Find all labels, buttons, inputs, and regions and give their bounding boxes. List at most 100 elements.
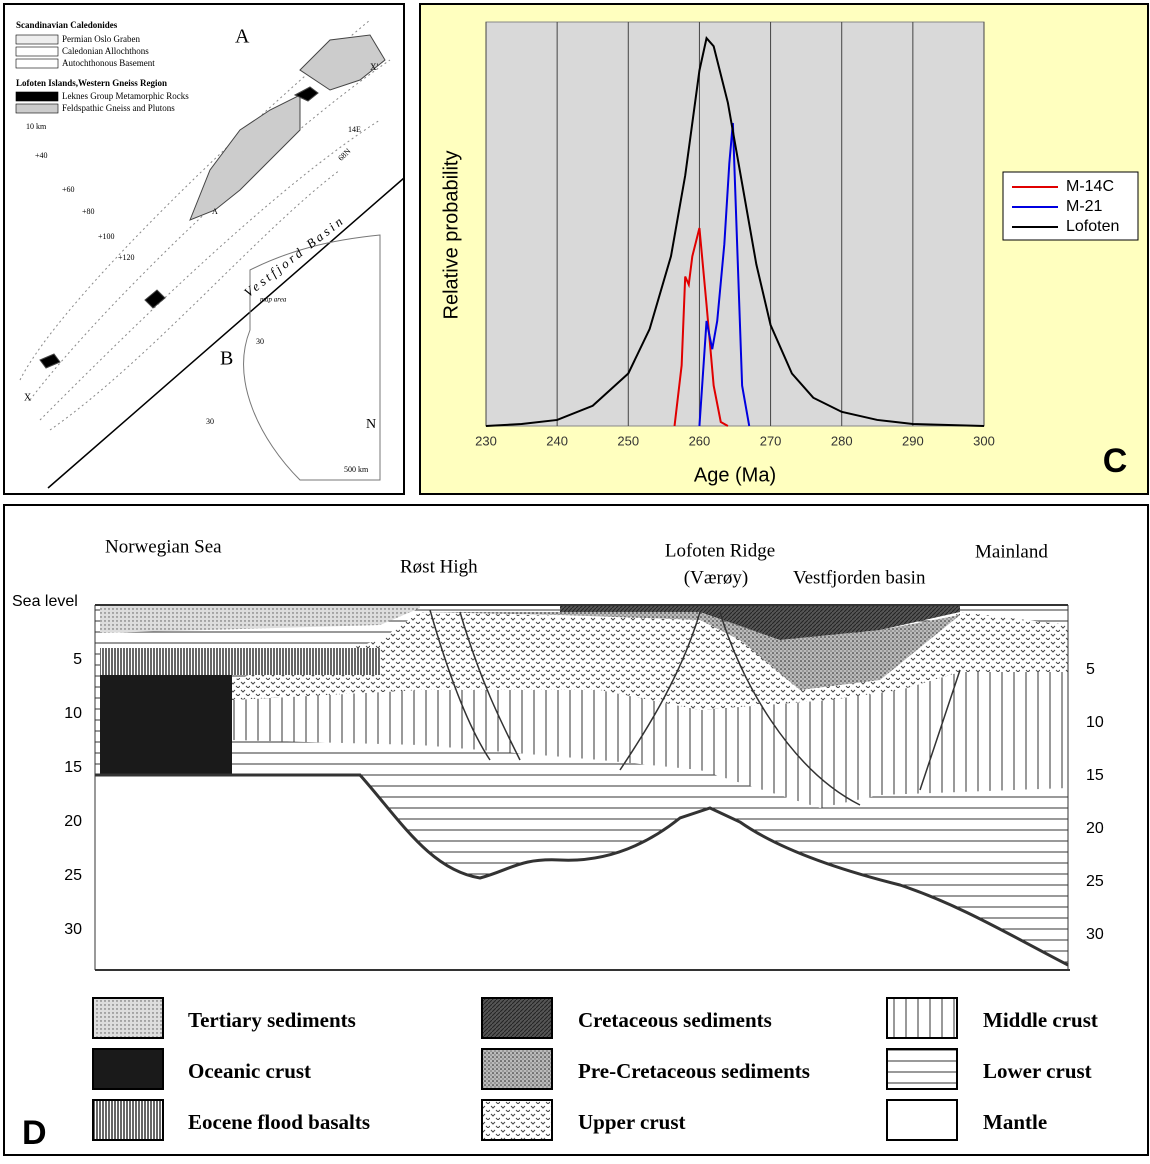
map-panel: Scandinavian Caledonides Permian Oslo Gr… <box>3 3 405 495</box>
sea-level-label: Sea level <box>12 593 78 610</box>
legend-label: Middle crust <box>983 1008 1098 1032</box>
legend-label: Lofoten <box>1066 218 1119 235</box>
series-line <box>485 36 985 427</box>
place-label: (Værøy) <box>684 567 748 588</box>
x-tick-label: 290 <box>902 433 924 448</box>
legend-label: Lower crust <box>983 1059 1092 1083</box>
legend-label: M-14C <box>1066 178 1114 195</box>
x-tick-label: 240 <box>546 433 568 448</box>
panel-label: D <box>22 1114 47 1152</box>
map-legend-item: Leknes Group Metamorphic Rocks <box>62 91 189 101</box>
depth-label: 10 <box>64 705 82 722</box>
legend-label: Eocene flood basalts <box>188 1110 370 1134</box>
panel-label: A <box>235 26 250 48</box>
legend-swatch <box>481 1099 553 1141</box>
place-label: Røst High <box>400 556 478 577</box>
north-label: N <box>366 417 376 432</box>
moho <box>95 773 1069 967</box>
map-legend-item: Permian Oslo Graben <box>62 34 140 44</box>
contour-label: +40 <box>35 151 48 160</box>
x-tick-label: 280 <box>831 433 853 448</box>
place-label: Norwegian Sea <box>105 536 222 557</box>
legend-label: Pre-Cretaceous sediments <box>578 1059 810 1083</box>
map-label: X <box>24 392 32 403</box>
contour-label: +120 <box>118 253 135 262</box>
map-label: A <box>212 207 218 216</box>
legend-swatch <box>481 1048 553 1090</box>
contour-label: +80 <box>82 207 95 216</box>
depth-label: 30 <box>256 337 264 346</box>
tertiary <box>100 605 420 633</box>
series-line <box>698 122 751 427</box>
cretaceous <box>560 606 960 640</box>
depth-label: 10 <box>1086 714 1104 731</box>
legend-label: Upper crust <box>578 1110 686 1134</box>
middle-crust <box>232 672 1068 808</box>
pre-cretaceous <box>420 612 960 690</box>
depth-label: 30 <box>206 417 214 426</box>
legend-label: Cretaceous sediments <box>578 1008 772 1032</box>
upper-crust <box>232 612 1068 710</box>
legend-swatch <box>92 1099 164 1141</box>
depth-label: 15 <box>1086 767 1104 784</box>
map-label: map area <box>260 296 287 304</box>
depth-label: 25 <box>1086 873 1104 890</box>
x-tick-label: 230 <box>475 433 497 448</box>
x-tick-label: 260 <box>689 433 711 448</box>
map-legend-item: Autochthonous Basement <box>62 58 155 68</box>
place-label: Lofoten Ridge <box>665 540 775 561</box>
depth-label: 30 <box>1086 926 1104 943</box>
scale-label: 10 km <box>26 122 47 131</box>
islands <box>39 34 386 369</box>
legend-swatch <box>886 1099 958 1141</box>
contour-label: +100 <box>98 232 115 241</box>
legend-swatch <box>886 997 958 1039</box>
oceanic-crust <box>100 675 232 775</box>
depth-label: 5 <box>1086 661 1095 678</box>
place-label: Vestfjorden basin <box>793 567 926 588</box>
basalts <box>100 648 380 675</box>
legend-swatch <box>92 997 164 1039</box>
legend-swatch <box>481 997 553 1039</box>
map-legend-title: Lofoten Islands,Western Gneiss Region <box>16 78 167 88</box>
map-legend-title: Scandinavian Caledonides <box>16 20 118 30</box>
panel-label: B <box>220 348 233 370</box>
depth-label: 15 <box>64 759 82 776</box>
x-axis-label: Age (Ma) <box>694 464 776 486</box>
panel-label: C <box>1103 442 1128 480</box>
x-tick-label: 300 <box>973 433 995 448</box>
plot-area <box>485 21 985 427</box>
map-legend-swatch <box>15 103 59 114</box>
map-legend-swatch <box>15 58 59 69</box>
coast <box>243 234 381 481</box>
map-legend-swatch <box>15 91 59 102</box>
legend-label: M-21 <box>1066 198 1103 215</box>
depth-label: 20 <box>1086 820 1104 837</box>
map-legend-swatch <box>15 46 59 57</box>
place-label: Mainland <box>975 541 1048 562</box>
section-panel: Norwegian Sea Røst High Lofoten Ridge (V… <box>3 504 1149 1156</box>
depth-label: 20 <box>64 813 82 830</box>
contours <box>19 19 391 431</box>
legend-label: Mantle <box>983 1110 1047 1134</box>
map-label: X' <box>370 62 378 72</box>
x-tick-label: 250 <box>617 433 639 448</box>
depth-label: 30 <box>64 921 82 938</box>
map-legend-swatch <box>15 34 59 45</box>
chart-panel: Age (Ma) Relative probability C 230 240 25… <box>419 3 1149 495</box>
faults <box>429 609 961 806</box>
depth-label: 25 <box>64 867 82 884</box>
y-axis-label: Relative probability <box>440 151 462 320</box>
depth-label: 5 <box>73 651 82 668</box>
map-legend-item: Caledonian Allochthons <box>62 46 149 56</box>
scale-label: 500 km <box>344 465 369 474</box>
series-line <box>673 227 729 427</box>
contour-label: +60 <box>62 185 75 194</box>
legend-swatch <box>886 1048 958 1090</box>
legend-label: Oceanic crust <box>188 1059 311 1083</box>
x-tick-label: 270 <box>760 433 782 448</box>
map-line <box>47 177 405 489</box>
legend-label: Tertiary sediments <box>188 1008 356 1032</box>
